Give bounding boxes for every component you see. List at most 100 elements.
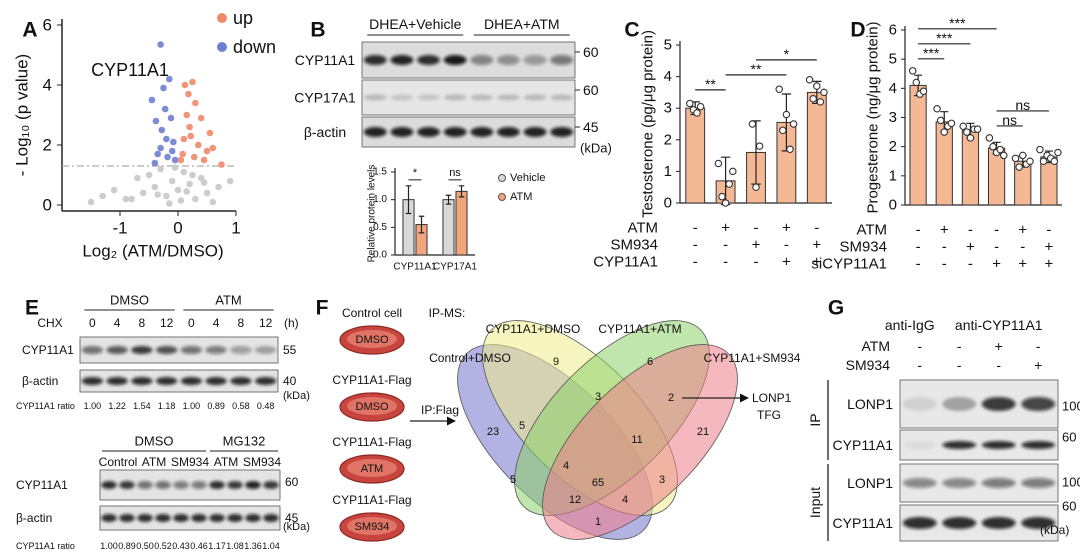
y-axis-label: - Log₁₀ (p value) (13, 54, 32, 176)
data-point (725, 180, 733, 188)
antibody-label: anti-CYP11A1 (955, 317, 1043, 333)
condition-sign: - (968, 256, 973, 273)
marker-label: 60 (1062, 499, 1076, 514)
time-label: 0 (188, 316, 195, 330)
ratio-label: CYP11A1 ratio (16, 541, 75, 551)
dish-inner (347, 397, 397, 415)
ratio-value: 1.22 (108, 401, 126, 411)
data-point (809, 94, 817, 103)
blot-band (209, 514, 225, 522)
y-tick-label: 6 (889, 22, 897, 39)
dish-label: DMSO (356, 401, 389, 413)
significance-label: *** (949, 15, 966, 31)
blot-band (81, 346, 104, 354)
point (174, 186, 182, 194)
dish-label: SM934 (355, 521, 390, 533)
section-label: IP (807, 413, 823, 426)
point (166, 75, 173, 83)
row-label: LONP1 (847, 475, 893, 491)
data-point (752, 183, 760, 191)
step-label: IP:Flag (421, 403, 459, 417)
error-bar (405, 185, 412, 215)
blot-band (902, 478, 937, 488)
point (145, 171, 153, 179)
region-count: 2 (668, 392, 674, 404)
data-point (816, 98, 825, 106)
legend-marker (498, 193, 506, 201)
significance-label: *** (923, 45, 940, 61)
ratio-value: 0.46 (190, 541, 208, 551)
point (179, 150, 186, 158)
point (177, 197, 185, 204)
lane-label: Control (99, 455, 138, 469)
point (151, 183, 159, 191)
blot-band (81, 377, 104, 385)
condition-label: ATM (861, 338, 890, 354)
point (167, 114, 175, 122)
condition-sign: + (721, 220, 730, 237)
data-point (721, 199, 730, 207)
point (186, 180, 193, 188)
y-tick-label: 0.5 (373, 222, 387, 233)
blot-band (205, 377, 227, 385)
point (209, 144, 217, 152)
y-tick-label: 4 (664, 68, 672, 85)
data-point (820, 88, 828, 97)
blot-band (443, 55, 467, 65)
data-point (686, 99, 694, 108)
condition-sign: - (996, 357, 1001, 373)
region-count: 1 (595, 516, 601, 528)
bar (806, 91, 827, 204)
blot-band (155, 377, 178, 385)
sample-label: Control cell (342, 306, 402, 320)
condition-sign: - (994, 239, 999, 256)
y-axis-label: Testosterone (pg/μg protein) (640, 30, 657, 218)
unit-label: (kDa) (283, 390, 310, 402)
blot-band (390, 94, 414, 101)
point (177, 156, 185, 164)
condition-sign: + (1045, 239, 1054, 256)
panel-label: A (22, 19, 37, 42)
blot-band (443, 94, 467, 101)
bar (455, 190, 468, 256)
blot-band (363, 55, 387, 65)
group-label: DMSO (135, 434, 174, 449)
y-tick-label: 0 (664, 195, 672, 212)
condition-sign: - (784, 237, 789, 254)
blot-band (942, 517, 977, 529)
data-point (748, 120, 757, 128)
blot-band (209, 481, 225, 489)
antibody-label: anti-IgG (885, 317, 935, 333)
y-tick-label: 3 (664, 100, 672, 117)
data-point (959, 122, 967, 131)
row-label: CYP11A1 (16, 478, 68, 492)
marker-label: 60 (1062, 430, 1076, 445)
legend-label: up (233, 8, 253, 28)
condition-label: ATM (627, 220, 658, 237)
condition-sign: - (957, 338, 962, 354)
blot-band (1021, 478, 1056, 488)
condition-sign: - (917, 357, 922, 373)
data-point (718, 192, 726, 201)
blot-band (470, 55, 494, 65)
legend-marker (498, 174, 506, 182)
point (151, 159, 159, 167)
point (139, 189, 147, 197)
ratio-value: 1.17 (208, 541, 226, 551)
blot-band (417, 94, 441, 101)
data-point (714, 159, 723, 168)
data-point (693, 109, 701, 117)
blot-band (191, 514, 207, 522)
error-bar (445, 194, 452, 205)
ratio-value: 1.00 (100, 541, 118, 551)
ratio-value: 0.89 (118, 541, 136, 551)
blot-band (227, 514, 243, 522)
blot-band (550, 94, 574, 101)
sample-label: CYP11A1-Flag (332, 435, 411, 449)
set-label: CYP11A1+ATM (598, 322, 681, 336)
condition-label: ATM (856, 222, 887, 239)
data-point (729, 167, 737, 176)
y-tick-label: 3 (889, 109, 897, 126)
x-tick-label: 0 (173, 219, 182, 238)
blot-band (180, 377, 203, 385)
